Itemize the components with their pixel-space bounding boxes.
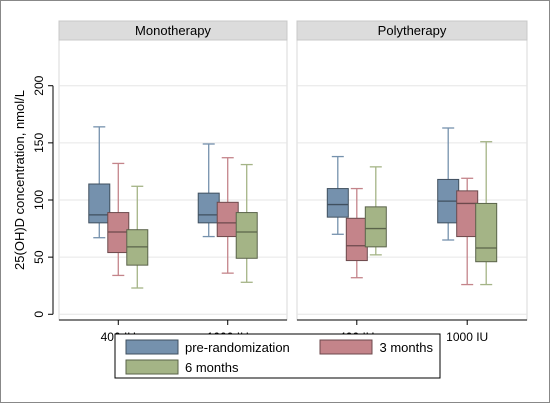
y-tick-label: 200 [32, 75, 46, 95]
legend-swatch [125, 359, 179, 375]
legend-swatch [125, 339, 179, 355]
panel-strip [296, 20, 528, 41]
panel-strip [58, 20, 288, 41]
box-pre-randomization [326, 188, 349, 218]
panel-plot-area [58, 39, 288, 321]
box-pre-randomization [197, 192, 220, 224]
x-tick-label: 1000 IU [446, 330, 488, 344]
box-pre-randomization [88, 183, 111, 224]
box-3-months [216, 201, 239, 238]
panel-title: Monotherapy [135, 23, 211, 38]
y-axis-label: 25(OH)D concentration, nmol/L [12, 90, 27, 270]
y-tick-label: 150 [32, 133, 46, 153]
y-tick-label: 0 [32, 311, 46, 318]
box-3-months [456, 190, 479, 238]
legend-swatch [319, 339, 373, 355]
box-6-months [475, 202, 498, 263]
legend-label: pre-randomization [185, 340, 290, 355]
legend-label: 6 months [185, 360, 239, 375]
legend-label: 3 months [380, 340, 434, 355]
box-6-months [235, 212, 258, 259]
y-tick-label: 50 [32, 250, 46, 264]
box-6-months [364, 206, 387, 248]
panel-title: Polytherapy [378, 23, 447, 38]
panel-plot-area [296, 39, 528, 321]
box-3-months [345, 217, 368, 262]
y-tick-label: 100 [32, 190, 46, 210]
